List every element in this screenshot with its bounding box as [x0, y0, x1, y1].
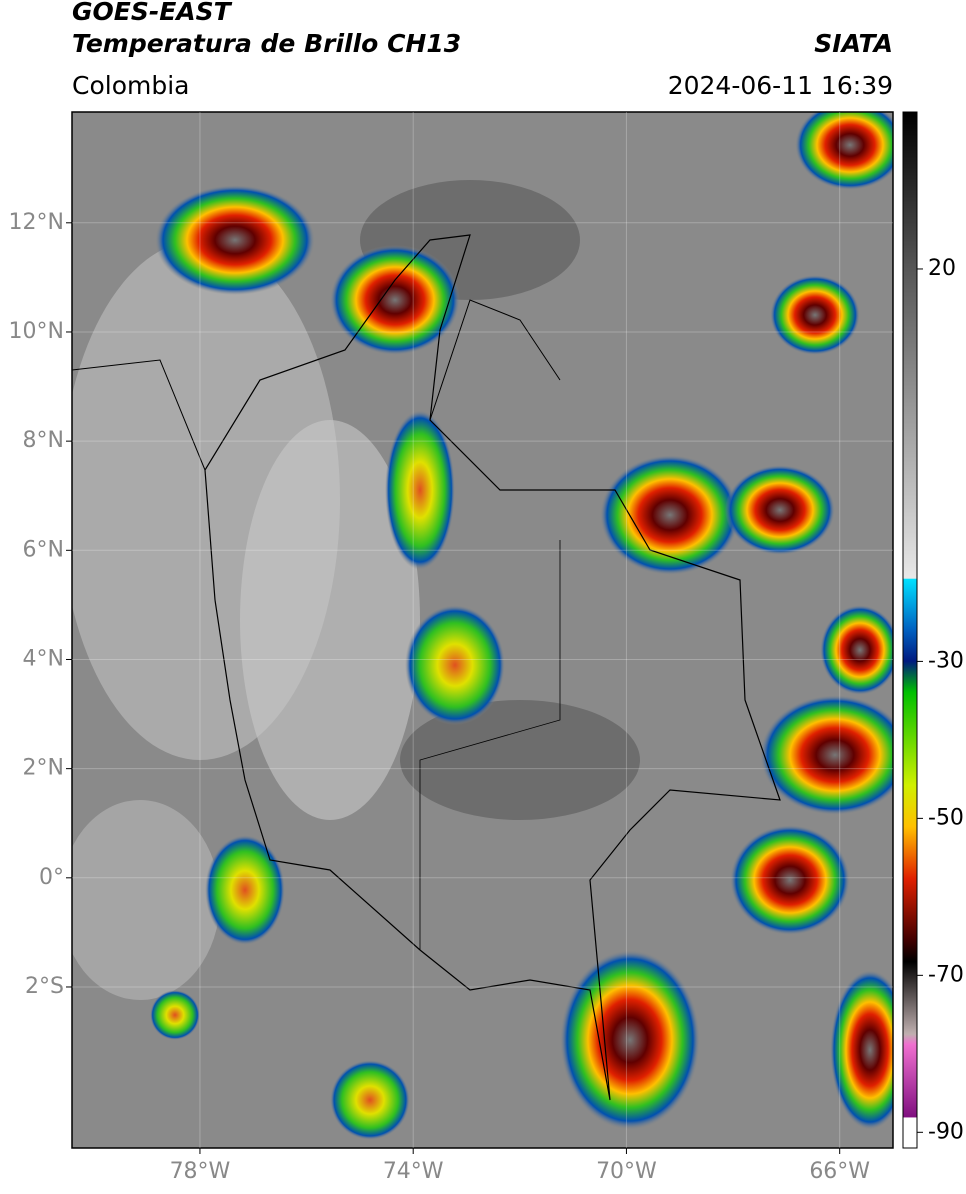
datetime: 2024-06-11 16:39	[668, 71, 893, 100]
x-tick-label: 66°W	[809, 1159, 870, 1184]
colorbar-tick-label: 20	[928, 256, 956, 281]
y-tick-label: 0°	[39, 865, 64, 890]
y-tick-label: 12°N	[9, 210, 64, 235]
x-tick-label: 78°W	[170, 1159, 231, 1184]
colorbar	[902, 111, 918, 1149]
region: Colombia	[72, 71, 189, 100]
colorbar-tick-label: -30	[928, 648, 964, 673]
colorbar-tick-label: -70	[928, 962, 964, 987]
title: Temperatura de Brillo CH13	[72, 29, 461, 58]
y-tick-label: 4°N	[23, 646, 64, 671]
y-tick-label: 8°N	[23, 428, 64, 453]
y-tick-label: 10°N	[9, 319, 64, 344]
y-tick-label: 2°S	[25, 974, 64, 999]
x-tick-label: 74°W	[383, 1159, 444, 1184]
source: SIATA	[814, 29, 893, 58]
colorbar-tick-label: -50	[928, 805, 964, 830]
title: GOES-EAST	[72, 0, 233, 26]
y-tick-label: 2°N	[23, 756, 64, 781]
map-frame	[71, 111, 894, 1149]
satellite-image	[72, 112, 893, 1148]
y-tick-label: 6°N	[23, 537, 64, 562]
colorbar-tick-label: -90	[928, 1119, 964, 1144]
x-tick-label: 70°W	[596, 1159, 657, 1184]
